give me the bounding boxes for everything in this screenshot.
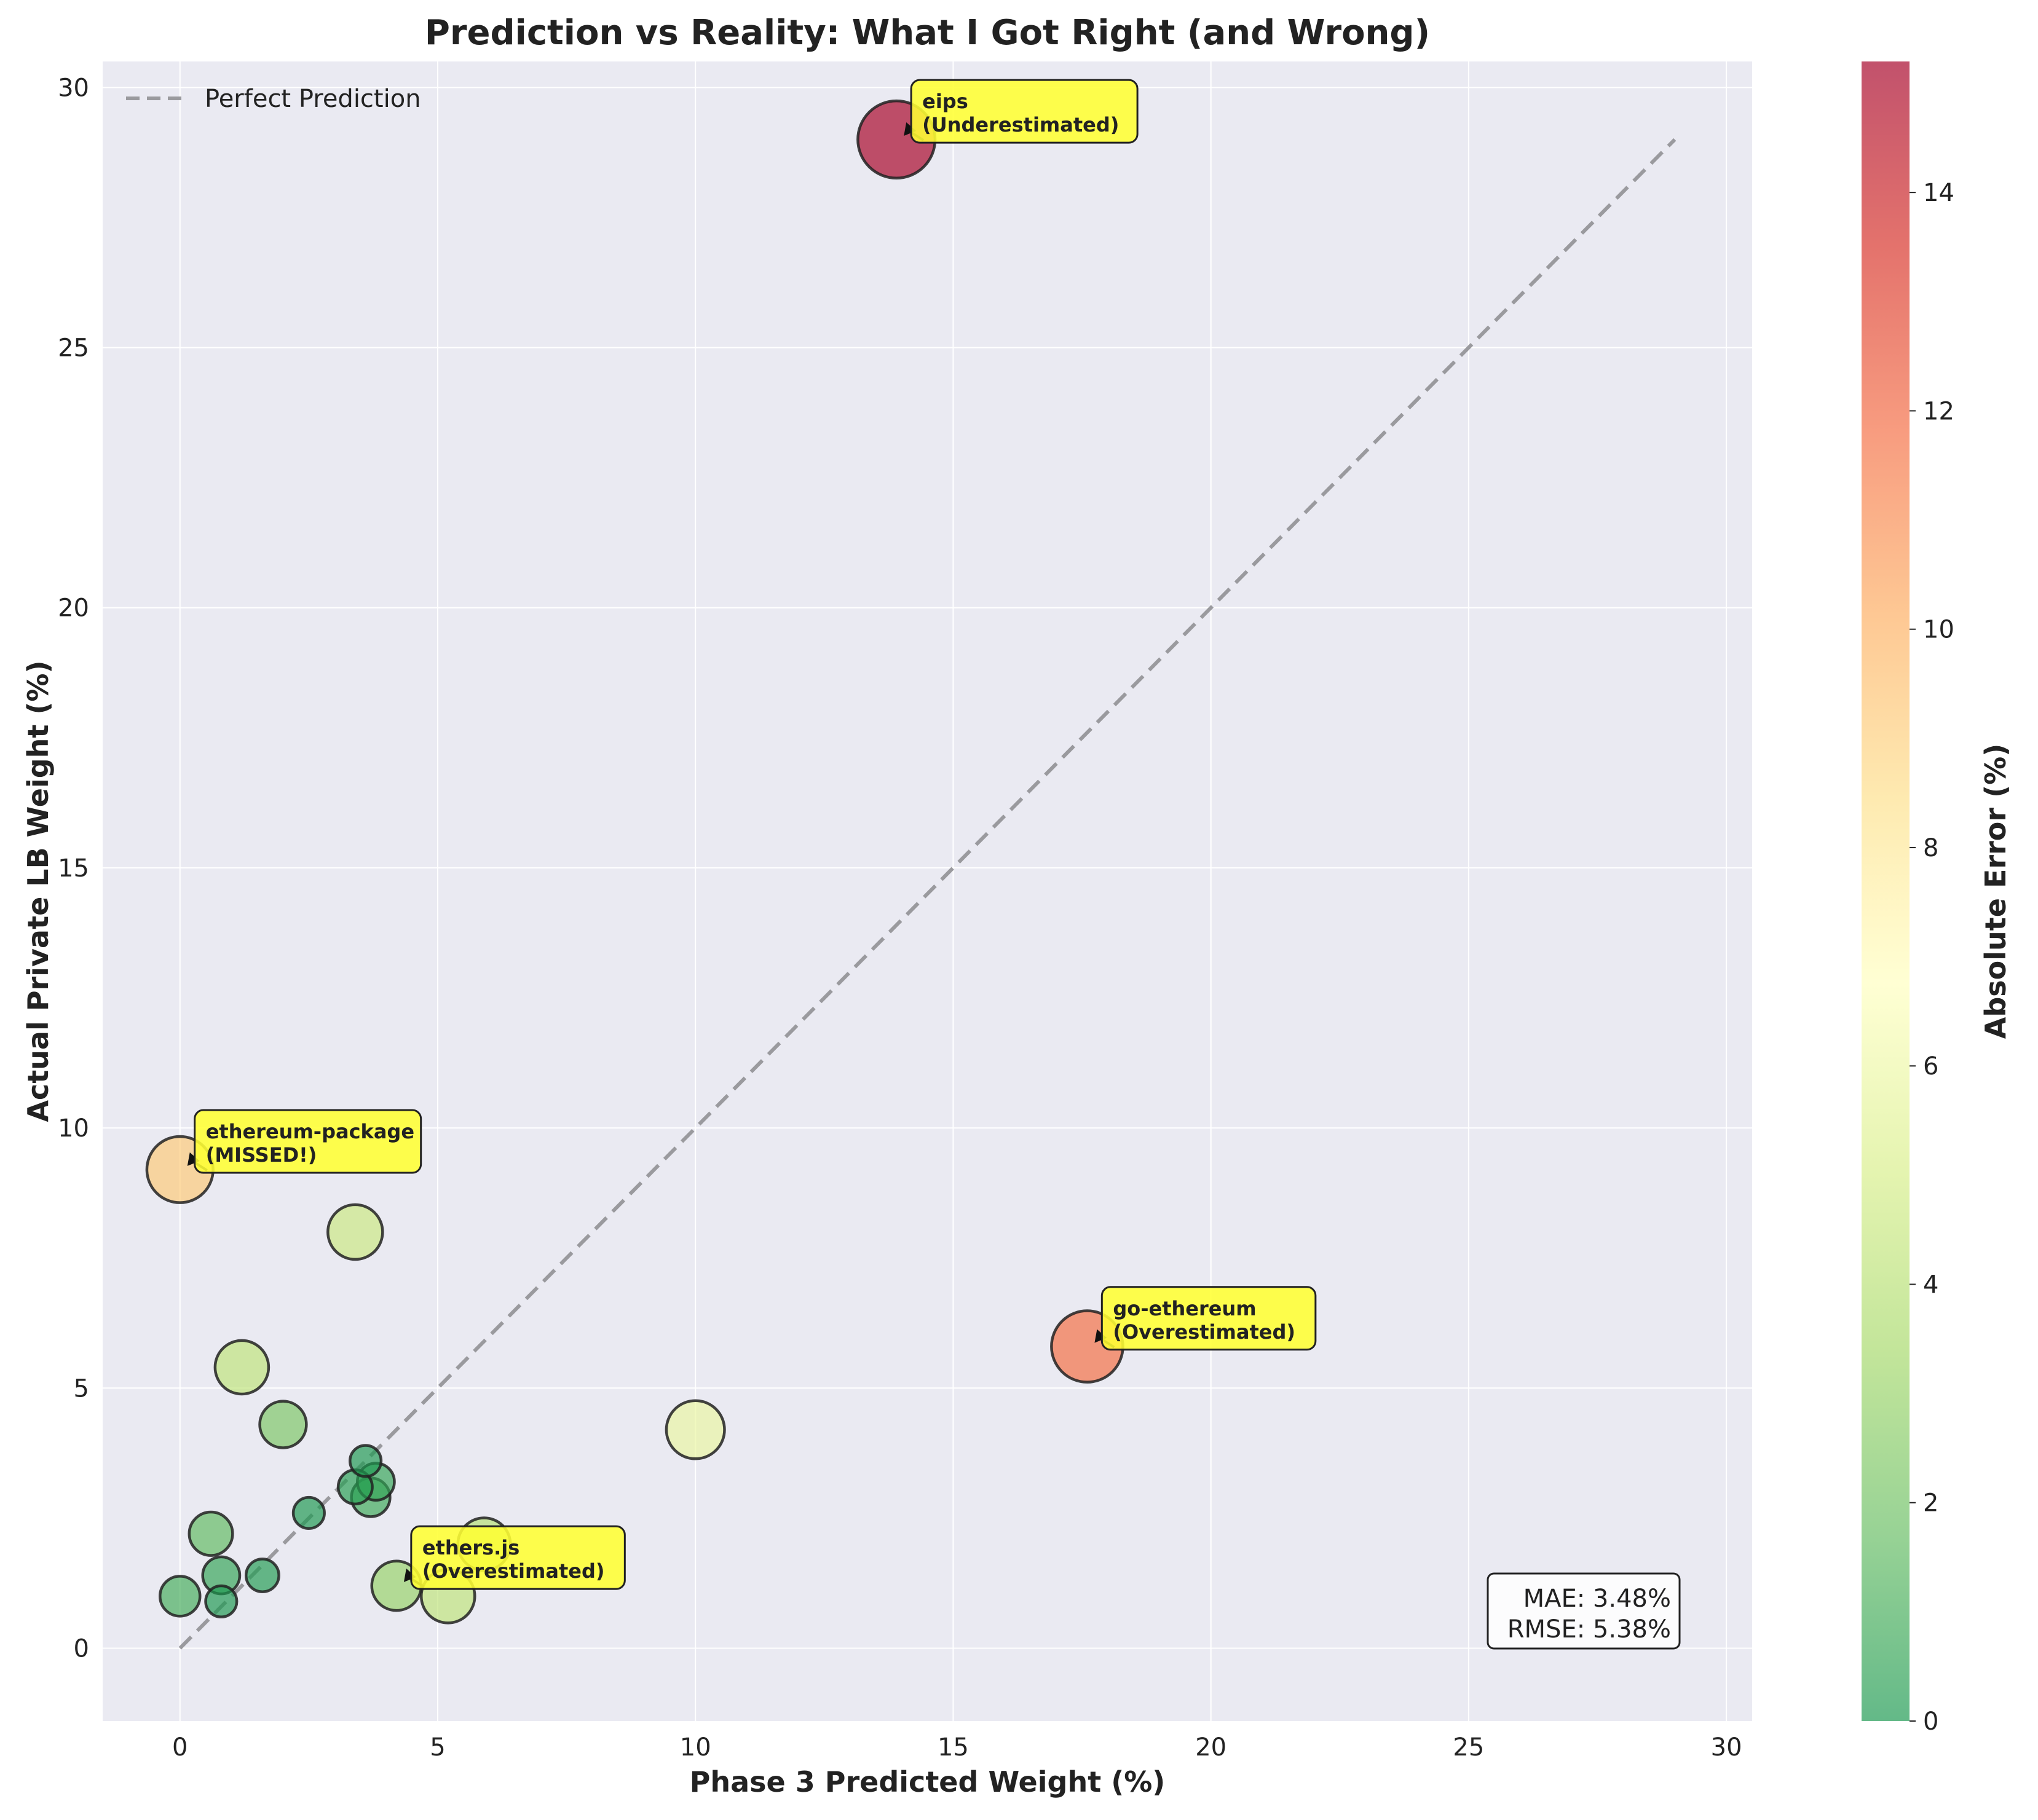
annotation: eips(Underestimated) [904,79,1139,144]
colorbar-tick-label: 0 [1923,1708,1938,1736]
annotation-box [910,79,1139,144]
annotation-text: ethereum-package [206,1120,414,1143]
annotation-arrow-head [1094,1329,1107,1343]
colorbar-label: Absolute Error (%) [1979,744,2012,1039]
data-point [204,1584,239,1618]
annotation-text: (Overestimated) [422,1559,605,1583]
y-tick-label: 30 [58,74,89,102]
colorbar-tick-label: 8 [1923,834,1938,862]
stats-box-frame [1487,1572,1681,1650]
x-tick-label: 25 [1453,1733,1484,1762]
colorbar-tick-label: 12 [1923,397,1954,425]
y-tick-labels: 0 5 10 15 20 25 30 [58,74,89,1663]
annotation-arrow-head [187,1152,200,1166]
data-point [159,1575,202,1618]
annotation-text: go-ethereum [1113,1297,1256,1320]
data-point [349,1444,383,1478]
data-point [244,1558,280,1593]
annotation-text: ethers.js [422,1536,519,1559]
y-tick-label: 20 [58,594,89,623]
chart-title: Prediction vs Reality: What I Got Right … [425,13,1430,53]
x-tick-labels: 0 5 10 15 20 25 30 [172,1733,1742,1762]
colorbar: 0 2 4 6 8 10 12 14 Absolute Error (%) [1862,61,2012,1736]
legend-entry-perfect-prediction: Perfect Prediction [205,85,421,113]
annotation: ethereum-package(MISSED!) [187,1109,422,1174]
y-tick-label: 15 [58,854,89,883]
data-point [291,1495,326,1530]
y-tick-label: 5 [74,1374,89,1403]
annotation-text: eips [922,90,968,113]
annotation-arrow-head [403,1568,416,1582]
annotations: eips(Underestimated) ethereum-package(MIS… [187,79,1317,1590]
y-axis-label: Actual Private LB Weight (%) [22,660,55,1122]
data-point [213,1339,271,1396]
annotation-text: (Underestimated) [922,113,1119,136]
mae-value: MAE: 3.48% [1523,1585,1671,1613]
colorbar-tick-label: 14 [1923,179,1954,207]
colorbar-tick-label: 4 [1923,1270,1938,1299]
data-point [665,1399,726,1460]
perfect-prediction-line [178,138,1677,1650]
colorbar-tick-label: 6 [1923,1052,1938,1081]
colorbar-tick-label: 2 [1923,1489,1938,1518]
annotation-arrow-head [904,122,917,136]
y-tick-label: 10 [58,1114,89,1143]
colorbar-tick-label: 10 [1923,616,1954,644]
y-tick-label: 0 [74,1635,89,1663]
annotation-text: (Overestimated) [1113,1320,1295,1344]
x-tick-label: 20 [1195,1733,1226,1762]
x-tick-label: 0 [172,1733,188,1762]
data-point [326,1203,384,1261]
annotation: go-ethereum(Overestimated) [1094,1286,1317,1351]
x-tick-label: 30 [1711,1733,1742,1762]
annotation: ethers.js(Overestimated) [403,1525,626,1590]
x-tick-label: 15 [938,1733,969,1762]
x-tick-label: 10 [680,1733,711,1762]
legend: Perfect Prediction [126,85,421,113]
annotation-text: (MISSED!) [206,1143,317,1167]
x-axis-label: Phase 3 Predicted Weight (%) [690,1765,1166,1798]
colorbar-gradient [1862,61,1910,1721]
annotation-box [1100,1286,1317,1351]
colorbar-tick-labels: 0 2 4 6 8 10 12 14 [1910,179,1954,1736]
x-tick-label: 5 [430,1733,445,1762]
stats-box: MAE: 3.48% RMSE: 5.38% [1487,1572,1681,1650]
y-tick-label: 25 [58,334,89,363]
rmse-value: RMSE: 5.38% [1507,1615,1671,1644]
data-point [258,1400,308,1449]
annotation-box [194,1109,422,1174]
annotation-box [410,1525,626,1590]
data-point [188,1510,234,1557]
